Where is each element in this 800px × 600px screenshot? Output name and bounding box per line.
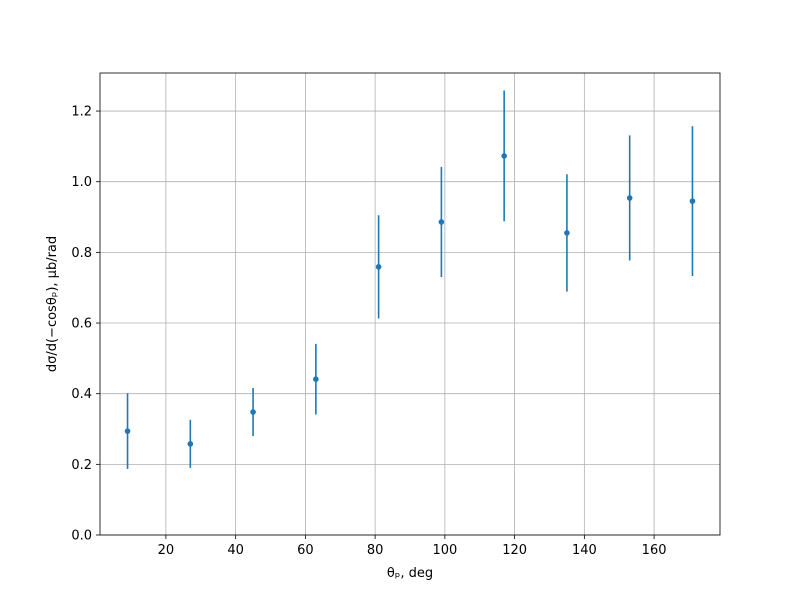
data-point: [313, 376, 319, 382]
plot-frame: [99, 72, 721, 536]
data-point: [689, 198, 696, 204]
y-tick-label: 1.0: [71, 175, 92, 190]
data-point: [438, 219, 445, 225]
x-tick-label: 80: [367, 543, 384, 558]
data-point: [375, 264, 382, 270]
x-tick-label: 20: [158, 543, 175, 558]
y-tick-label: 0.8: [71, 246, 92, 261]
x-tick-label: 160: [642, 543, 667, 558]
x-tick-label: 120: [502, 543, 527, 558]
y-tick-label: 0.4: [71, 387, 92, 402]
y-tick-label: 0.6: [71, 317, 92, 332]
x-tick-label: 100: [432, 543, 457, 558]
data-point: [501, 153, 507, 159]
data-point: [626, 195, 633, 201]
data-point: [187, 441, 194, 447]
x-tick-label: 60: [297, 543, 314, 558]
x-tick-label: 140: [572, 543, 597, 558]
y-axis-label: dσ/d(−cosθₚ), μb/rad: [45, 236, 60, 372]
data-point: [564, 230, 570, 236]
x-tick-label: 40: [227, 543, 244, 558]
data-point: [250, 409, 256, 415]
y-tick-label: 0.0: [71, 529, 92, 544]
y-tick-label: 1.2: [71, 105, 92, 120]
x-axis-label: θₚ, deg: [387, 566, 433, 581]
y-tick-label: 0.2: [71, 458, 92, 473]
data-point: [124, 428, 131, 434]
